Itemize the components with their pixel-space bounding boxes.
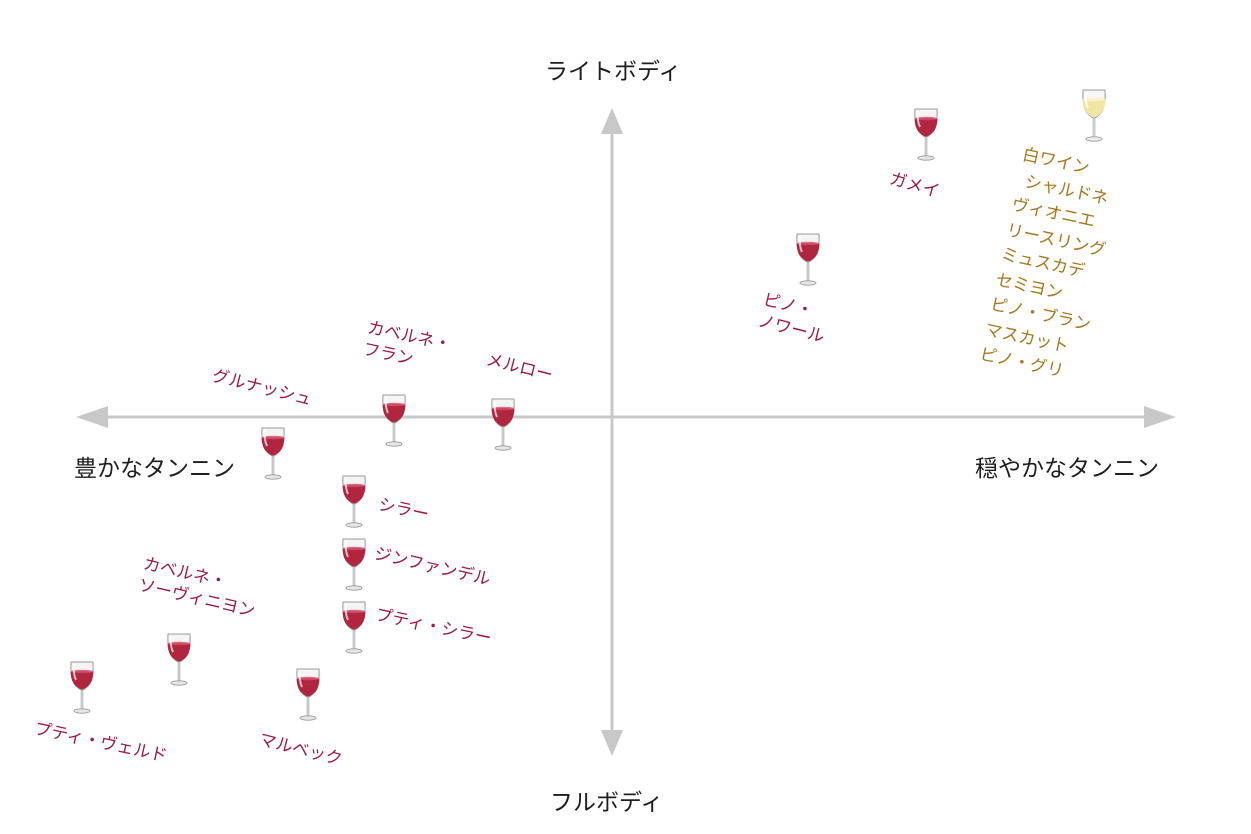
wineglass-icon-pinot-noir [795,233,821,287]
right-arrowhead [1144,406,1176,428]
axis-label-left: 豊かなタンニン [74,456,235,482]
wineglass-icon-syrah [341,475,367,529]
wineglass-icon-cabernet-franc [381,394,407,448]
wineglass-icon-petite-sirah [341,601,367,655]
wineglass-icon-white [1081,89,1107,143]
left-arrowhead [76,406,108,428]
axis-label-right: 穏やかなタンニン [975,456,1159,482]
wineglass-icon-zinfandel [341,538,367,592]
wineglass-icon-malbec [295,668,321,722]
wineglass-icon-gamay [913,108,939,162]
down-arrowhead [601,730,623,756]
axis-label-top: ライトボディ [545,59,682,85]
wineglass-icon-cabernet-sauvignon [166,633,192,687]
axis-label-bottom: フルボディ [550,790,664,816]
wineglass-icon-petit-verdot [69,661,95,715]
wineglass-icon-merlot [490,398,516,452]
up-arrowhead [601,108,623,134]
wineglass-icon-grenache [260,427,286,481]
